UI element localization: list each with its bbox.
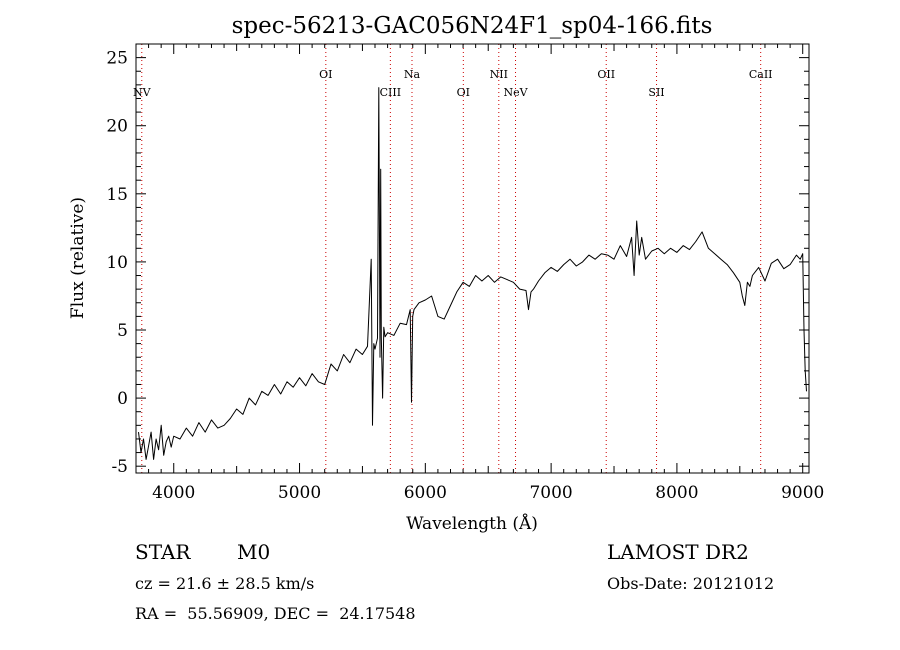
line-label: NV xyxy=(133,86,152,99)
y-tick-label: 0 xyxy=(117,389,128,409)
x-tick-label: 9000 xyxy=(781,483,824,503)
y-tick-label: 25 xyxy=(106,49,128,69)
redshift-text: cz = 21.6 ± 28.5 km/s xyxy=(135,574,315,593)
y-axis-label: Flux (relative) xyxy=(68,197,88,319)
y-tick-label: 5 xyxy=(117,321,128,341)
obs-date-text: Obs-Date: 20121012 xyxy=(607,574,775,593)
line-label: SII xyxy=(648,86,664,99)
line-label: NeV xyxy=(503,86,528,99)
plot-frame xyxy=(135,43,810,474)
y-tick-label: 10 xyxy=(106,253,128,273)
y-axis: -5 0 5 10 15 20 25 xyxy=(106,43,809,477)
x-tick-label: 5000 xyxy=(278,483,321,503)
x-tick-label: 8000 xyxy=(655,483,698,503)
object-class: STAR xyxy=(135,540,191,564)
object-subclass: M0 xyxy=(237,540,271,564)
line-label: CaII xyxy=(749,68,773,81)
line-label: OI xyxy=(319,68,332,81)
coordinates-text: RA = 55.56909, DEC = 24.17548 xyxy=(135,604,416,623)
x-tick-label: 7000 xyxy=(529,483,572,503)
x-axis: 4000 5000 6000 7000 8000 9000 xyxy=(135,44,824,503)
x-axis-label: Wavelength (Å) xyxy=(406,513,538,534)
y-tick-label: 20 xyxy=(106,117,128,137)
line-label: Na xyxy=(404,68,421,81)
survey-name: LAMOST DR2 xyxy=(607,540,749,564)
x-tick-label: 6000 xyxy=(404,483,447,503)
y-tick-label: -5 xyxy=(111,457,128,477)
spectrum-line xyxy=(138,87,807,460)
x-tick-label: 4000 xyxy=(152,483,195,503)
line-label: CIII xyxy=(380,86,401,99)
line-label: NII xyxy=(490,68,508,81)
line-label: OII xyxy=(597,68,615,81)
chart-title: spec-56213-GAC056N24F1_sp04-166.fits xyxy=(232,13,713,39)
spectrum-series xyxy=(138,87,807,460)
y-tick-label: 15 xyxy=(106,185,128,205)
line-label: OI xyxy=(457,86,470,99)
